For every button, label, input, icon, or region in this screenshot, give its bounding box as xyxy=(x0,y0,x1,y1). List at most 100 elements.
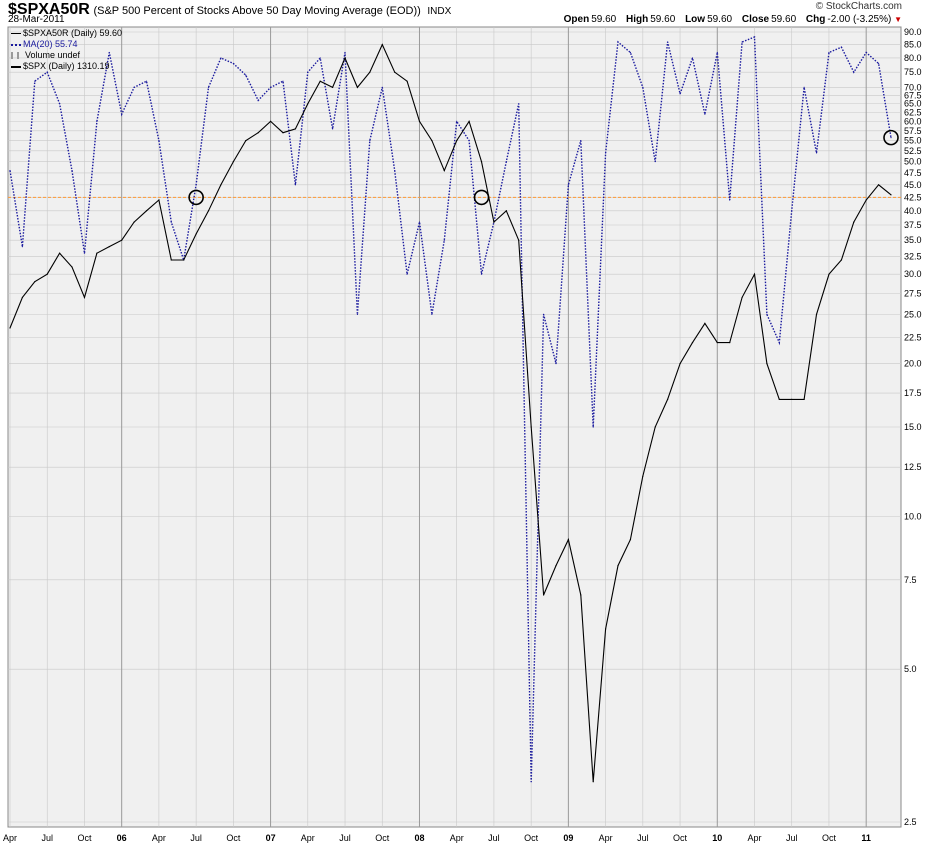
x-tick-label: Apr xyxy=(599,833,613,843)
y-tick-label: 37.5 xyxy=(904,220,922,230)
spx-point xyxy=(691,341,694,344)
ma20-point xyxy=(220,57,222,59)
y-tick-label: 10.0 xyxy=(904,511,922,521)
legend-ma: MA(20) 55.74 xyxy=(11,39,122,50)
ma20-point xyxy=(729,199,731,201)
ma20-point xyxy=(890,137,892,139)
chg-value: -2.00 (-3.25%) xyxy=(827,14,892,25)
ma20-point xyxy=(617,41,619,43)
spx-point xyxy=(9,327,11,329)
ma20-point xyxy=(530,781,532,783)
ma20-point xyxy=(418,221,421,223)
spx-point xyxy=(381,44,383,46)
spx-point xyxy=(133,221,135,223)
y-tick-label: 35.0 xyxy=(904,235,922,245)
y-tick-label: 55.0 xyxy=(904,136,922,146)
ma20-point xyxy=(369,139,371,142)
ma20-point xyxy=(766,313,768,315)
x-tick-label: 11 xyxy=(861,833,871,843)
y-tick-label: 25.0 xyxy=(904,309,922,319)
y-tick-label: 7.5 xyxy=(904,575,917,585)
x-tick-label: 07 xyxy=(266,833,276,843)
x-tick-label: Apr xyxy=(747,833,761,843)
y-tick-label: 42.5 xyxy=(904,192,922,202)
y-tick-label: 47.5 xyxy=(904,168,922,178)
ma20-point xyxy=(133,86,135,89)
x-tick-label: Jul xyxy=(786,833,798,843)
ma20-point xyxy=(245,74,247,76)
y-tick-label: 40.0 xyxy=(904,206,922,216)
ma20-point xyxy=(121,113,123,115)
spx-point xyxy=(803,398,805,401)
spx-point xyxy=(59,252,61,254)
spx-point xyxy=(443,169,445,172)
spx-point xyxy=(71,266,73,268)
ma20-point xyxy=(195,184,197,186)
x-tick-label: Jul xyxy=(339,833,351,843)
spx-point xyxy=(741,296,743,299)
ma20-point xyxy=(307,71,309,73)
spx-point xyxy=(704,322,706,324)
spx-point xyxy=(567,539,569,541)
y-tick-label: 57.5 xyxy=(904,126,922,136)
spx-point xyxy=(307,103,309,105)
ma20-point xyxy=(518,103,520,105)
ma20-point xyxy=(654,160,656,163)
stockcharts-logo[interactable]: © StockCharts.com xyxy=(815,1,902,12)
x-tick-label: Oct xyxy=(822,833,837,843)
ma20-point xyxy=(679,93,681,95)
spx-point xyxy=(108,246,110,248)
y-axis: 2.5 5.0 7.5 10.0 12.5 15.0 17.5 20.0 22.5 25.0 27.… xyxy=(904,27,922,827)
spx-point xyxy=(207,210,210,212)
ma20-point xyxy=(71,169,73,172)
spx-point xyxy=(629,539,632,541)
spx-point xyxy=(480,160,483,163)
legend-spx-label: $SPX (Daily) 1310.19 xyxy=(23,61,110,71)
ma20-point xyxy=(344,51,346,54)
x-tick-label: 09 xyxy=(563,833,573,843)
ma20-point xyxy=(741,41,743,43)
ma20-point xyxy=(815,152,818,154)
ma20-point xyxy=(555,362,557,365)
ma20-point xyxy=(34,80,36,82)
legend-volume: Volume undef xyxy=(11,50,122,61)
y-tick-label: 15.0 xyxy=(904,422,922,432)
spx-point xyxy=(840,259,842,261)
spx-point xyxy=(158,199,160,201)
spx-point xyxy=(865,199,867,201)
y-tick-label: 22.5 xyxy=(904,333,922,343)
high-value: 59.60 xyxy=(650,14,676,25)
spx-point xyxy=(183,259,185,261)
y-tick-label: 52.5 xyxy=(904,146,922,156)
y-tick-label: 45.0 xyxy=(904,180,922,190)
spx-series-line xyxy=(9,43,892,782)
spx-point xyxy=(269,120,272,122)
dropdown-triangle-icon[interactable]: ▼ xyxy=(894,15,902,24)
ma20-point xyxy=(9,169,11,172)
spx-point xyxy=(642,475,644,477)
spx-point xyxy=(493,221,495,223)
spx-point xyxy=(853,221,855,223)
legend-spx: $SPX (Daily) 1310.19 xyxy=(11,61,122,72)
ma20-point xyxy=(170,221,172,223)
spx-point xyxy=(766,362,768,365)
y-tick-label: 12.5 xyxy=(904,462,922,472)
x-tick-label: Oct xyxy=(673,833,688,843)
y-tick-label: 30.0 xyxy=(904,269,922,279)
ma20-point xyxy=(158,139,160,142)
x-tick-label: Jul xyxy=(41,833,53,843)
x-tick-label: Apr xyxy=(3,833,17,843)
spx-point xyxy=(121,239,123,241)
ma20-point xyxy=(605,152,607,154)
x-tick-label: 10 xyxy=(712,833,722,843)
ma20-point xyxy=(778,341,780,344)
grid-lines xyxy=(8,27,901,827)
spx-point xyxy=(679,362,681,365)
spx-point xyxy=(456,139,458,142)
y-tick-label: 62.5 xyxy=(904,107,922,117)
spx-point xyxy=(542,594,545,596)
spx-point xyxy=(245,139,247,142)
legend-main: $SPXA50R (Daily) 59.60 xyxy=(11,28,122,39)
spx-point xyxy=(220,184,222,186)
